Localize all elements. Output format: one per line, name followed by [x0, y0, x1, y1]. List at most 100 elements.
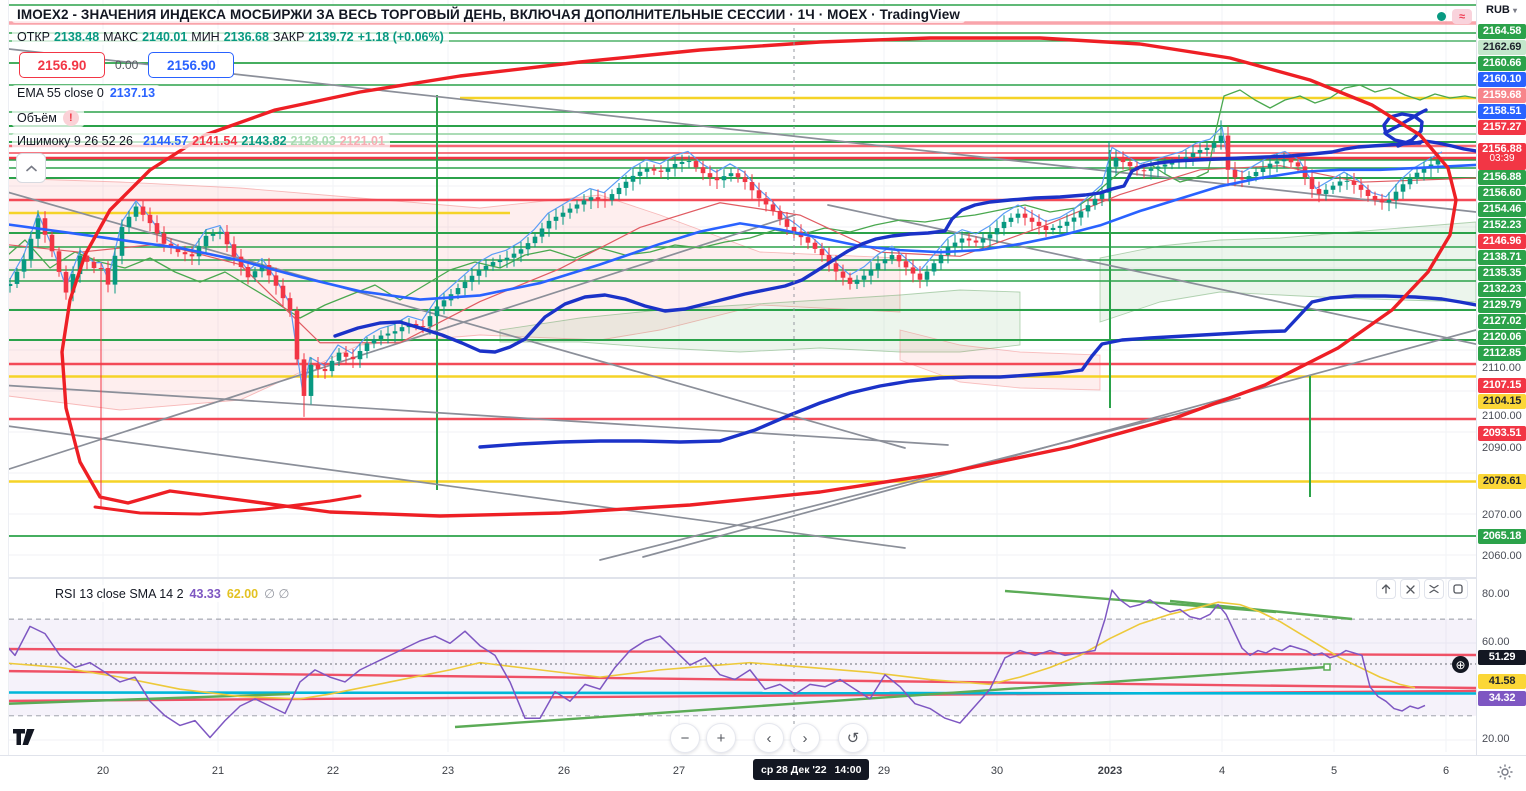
candle-body	[588, 197, 594, 201]
scroll-right-button[interactable]: ›	[790, 723, 820, 753]
candle-body	[119, 227, 125, 256]
candle-body	[833, 263, 839, 272]
rsi-red-trendline[interactable]	[0, 647, 1476, 657]
chart-canvas[interactable]	[0, 0, 1476, 755]
drawn-blue-path[interactable]	[478, 294, 1476, 449]
rsi-green-trendline[interactable]	[1004, 589, 1277, 614]
candle-body	[189, 254, 195, 257]
symbol-title[interactable]: IMOEX2 - ЗНАЧЕНИЯ ИНДЕКСА МОСБИРЖИ ЗА ВЕ…	[12, 6, 965, 23]
pane-minimize-button[interactable]	[1424, 579, 1444, 599]
candle-body	[182, 252, 188, 255]
candle-body	[154, 223, 160, 234]
rsi-cyan-line[interactable]	[0, 691, 1476, 695]
rsi-red-trendline[interactable]	[0, 669, 1476, 690]
time-tick: 29	[877, 765, 891, 777]
ichimoku-value: 2144.57	[142, 134, 189, 148]
candle-body	[987, 234, 993, 239]
candle-body	[679, 161, 685, 164]
ichimoku-label: Ишимоку 9 26 52 26	[17, 134, 133, 148]
rsi-crosshair-plus-icon[interactable]: ⊕	[1452, 656, 1469, 673]
ema-line[interactable]	[0, 163, 1476, 301]
candle-body	[210, 233, 216, 236]
symbol-title-text: IMOEX2 - ЗНАЧЕНИЯ ИНДЕКСА МОСБИРЖИ ЗА ВЕ…	[17, 7, 960, 22]
pane-move-up-button[interactable]	[1376, 579, 1396, 599]
ichimoku-indicator-row[interactable]: Ишимоку 9 26 52 26 2144.57 2141.54 2143.82…	[12, 133, 390, 149]
tooltip-time: 14:00	[834, 763, 862, 776]
zoom-in-button[interactable]: +	[706, 723, 736, 753]
candle-body	[462, 281, 468, 289]
candle-body	[777, 210, 783, 220]
trend-line[interactable]	[0, 189, 906, 449]
rsi-indicator-row[interactable]: RSI 13 close SMA 14 2 43.33 62.00 ∅ ∅	[50, 585, 295, 602]
candle-body	[350, 356, 356, 360]
time-axis[interactable]: ср 28 Дек '22 14:00 20 21 22 23 26 27 29 30 2023…	[0, 755, 1526, 791]
close-icon	[1405, 584, 1415, 594]
ichimoku-value: 2128.03	[290, 134, 336, 148]
collapse-indicators-button[interactable]	[16, 153, 46, 183]
candle-body	[1078, 211, 1084, 218]
chevron-up-icon	[25, 164, 37, 171]
candle-body	[399, 327, 405, 332]
price-tick: 2090.00	[1482, 442, 1522, 454]
candle-body	[420, 326, 426, 328]
trend-line[interactable]	[599, 397, 1241, 561]
candle-body	[441, 300, 447, 307]
buy-button[interactable]: 2156.90	[148, 52, 235, 78]
ema-value: 2137.13	[109, 86, 156, 100]
volume-warning-icon[interactable]: !	[62, 110, 79, 126]
timezone-settings-button[interactable]	[1496, 763, 1514, 786]
pane-close-button[interactable]	[1400, 579, 1420, 599]
drawn-red-ellipse[interactable]	[60, 36, 1458, 518]
candle-body	[882, 259, 888, 264]
candle-body	[686, 161, 692, 163]
approx-data-badge[interactable]: ≈	[1452, 9, 1472, 24]
market-status-dot-icon[interactable]	[1437, 12, 1446, 21]
trend-line[interactable]	[0, 214, 796, 473]
currency-selector[interactable]: RUB ▾	[1477, 4, 1526, 16]
drawn-blue-path[interactable]	[1382, 112, 1424, 148]
candle-body	[511, 253, 517, 258]
candle-body	[567, 208, 573, 213]
rsi-green-trendline[interactable]	[0, 692, 291, 706]
volume-indicator-row[interactable]: Объём !	[12, 109, 84, 127]
candle-body	[595, 197, 601, 200]
candle-body	[301, 359, 307, 396]
zoom-out-button[interactable]: −	[670, 723, 700, 753]
candle-body	[693, 161, 699, 168]
rsi-green-trendline[interactable]	[1169, 599, 1353, 621]
candle-body	[1197, 149, 1203, 153]
ichimoku-cloud	[1099, 221, 1476, 323]
price-tick: 2110.00	[1482, 362, 1521, 374]
drawn-blue-path[interactable]	[1383, 108, 1428, 135]
sell-button[interactable]: 2156.90	[19, 52, 105, 78]
candle-body	[266, 265, 272, 276]
candle-body	[1064, 221, 1070, 226]
time-tick: 23	[441, 765, 455, 777]
candle-body	[651, 168, 657, 171]
trend-line[interactable]	[0, 384, 949, 446]
candle-body	[112, 255, 118, 285]
candle-body	[714, 177, 720, 181]
tradingview-logo[interactable]	[13, 729, 40, 750]
drawn-red-squiggle[interactable]	[93, 494, 362, 516]
price-tick: 60.00	[1482, 636, 1510, 648]
reset-chart-button[interactable]: ↺	[838, 723, 868, 753]
rsi-trendline-handle[interactable]	[1323, 663, 1331, 671]
scroll-left-button[interactable]: ‹	[754, 723, 784, 753]
price-scale[interactable]: RUB ▾ 2110.00 2100.00 2090.00 2070.00 2060.0…	[1476, 0, 1526, 755]
arrow-up-icon	[1381, 584, 1391, 594]
rsi-green-trendline[interactable]	[454, 665, 1328, 729]
candle-body	[105, 268, 111, 285]
candle-body	[161, 233, 167, 244]
pane-maximize-button[interactable]	[1448, 579, 1468, 599]
trend-line[interactable]	[0, 424, 906, 549]
order-buttons: 2156.90 0.00 2156.90	[14, 51, 239, 79]
drawn-blue-path[interactable]	[333, 139, 1476, 354]
trend-line[interactable]	[827, 204, 1476, 346]
candle-body	[609, 194, 615, 201]
ohlc-readout: ОТКР 2138.48 МАКС 2140.01 МИН 2136.68 ЗАКР 2…	[12, 29, 449, 45]
candle-body	[707, 173, 713, 178]
candle-body	[1295, 162, 1301, 167]
candle-body	[959, 238, 965, 243]
ema-indicator-row[interactable]: EMA 55 close 0 2137.13	[12, 85, 161, 101]
